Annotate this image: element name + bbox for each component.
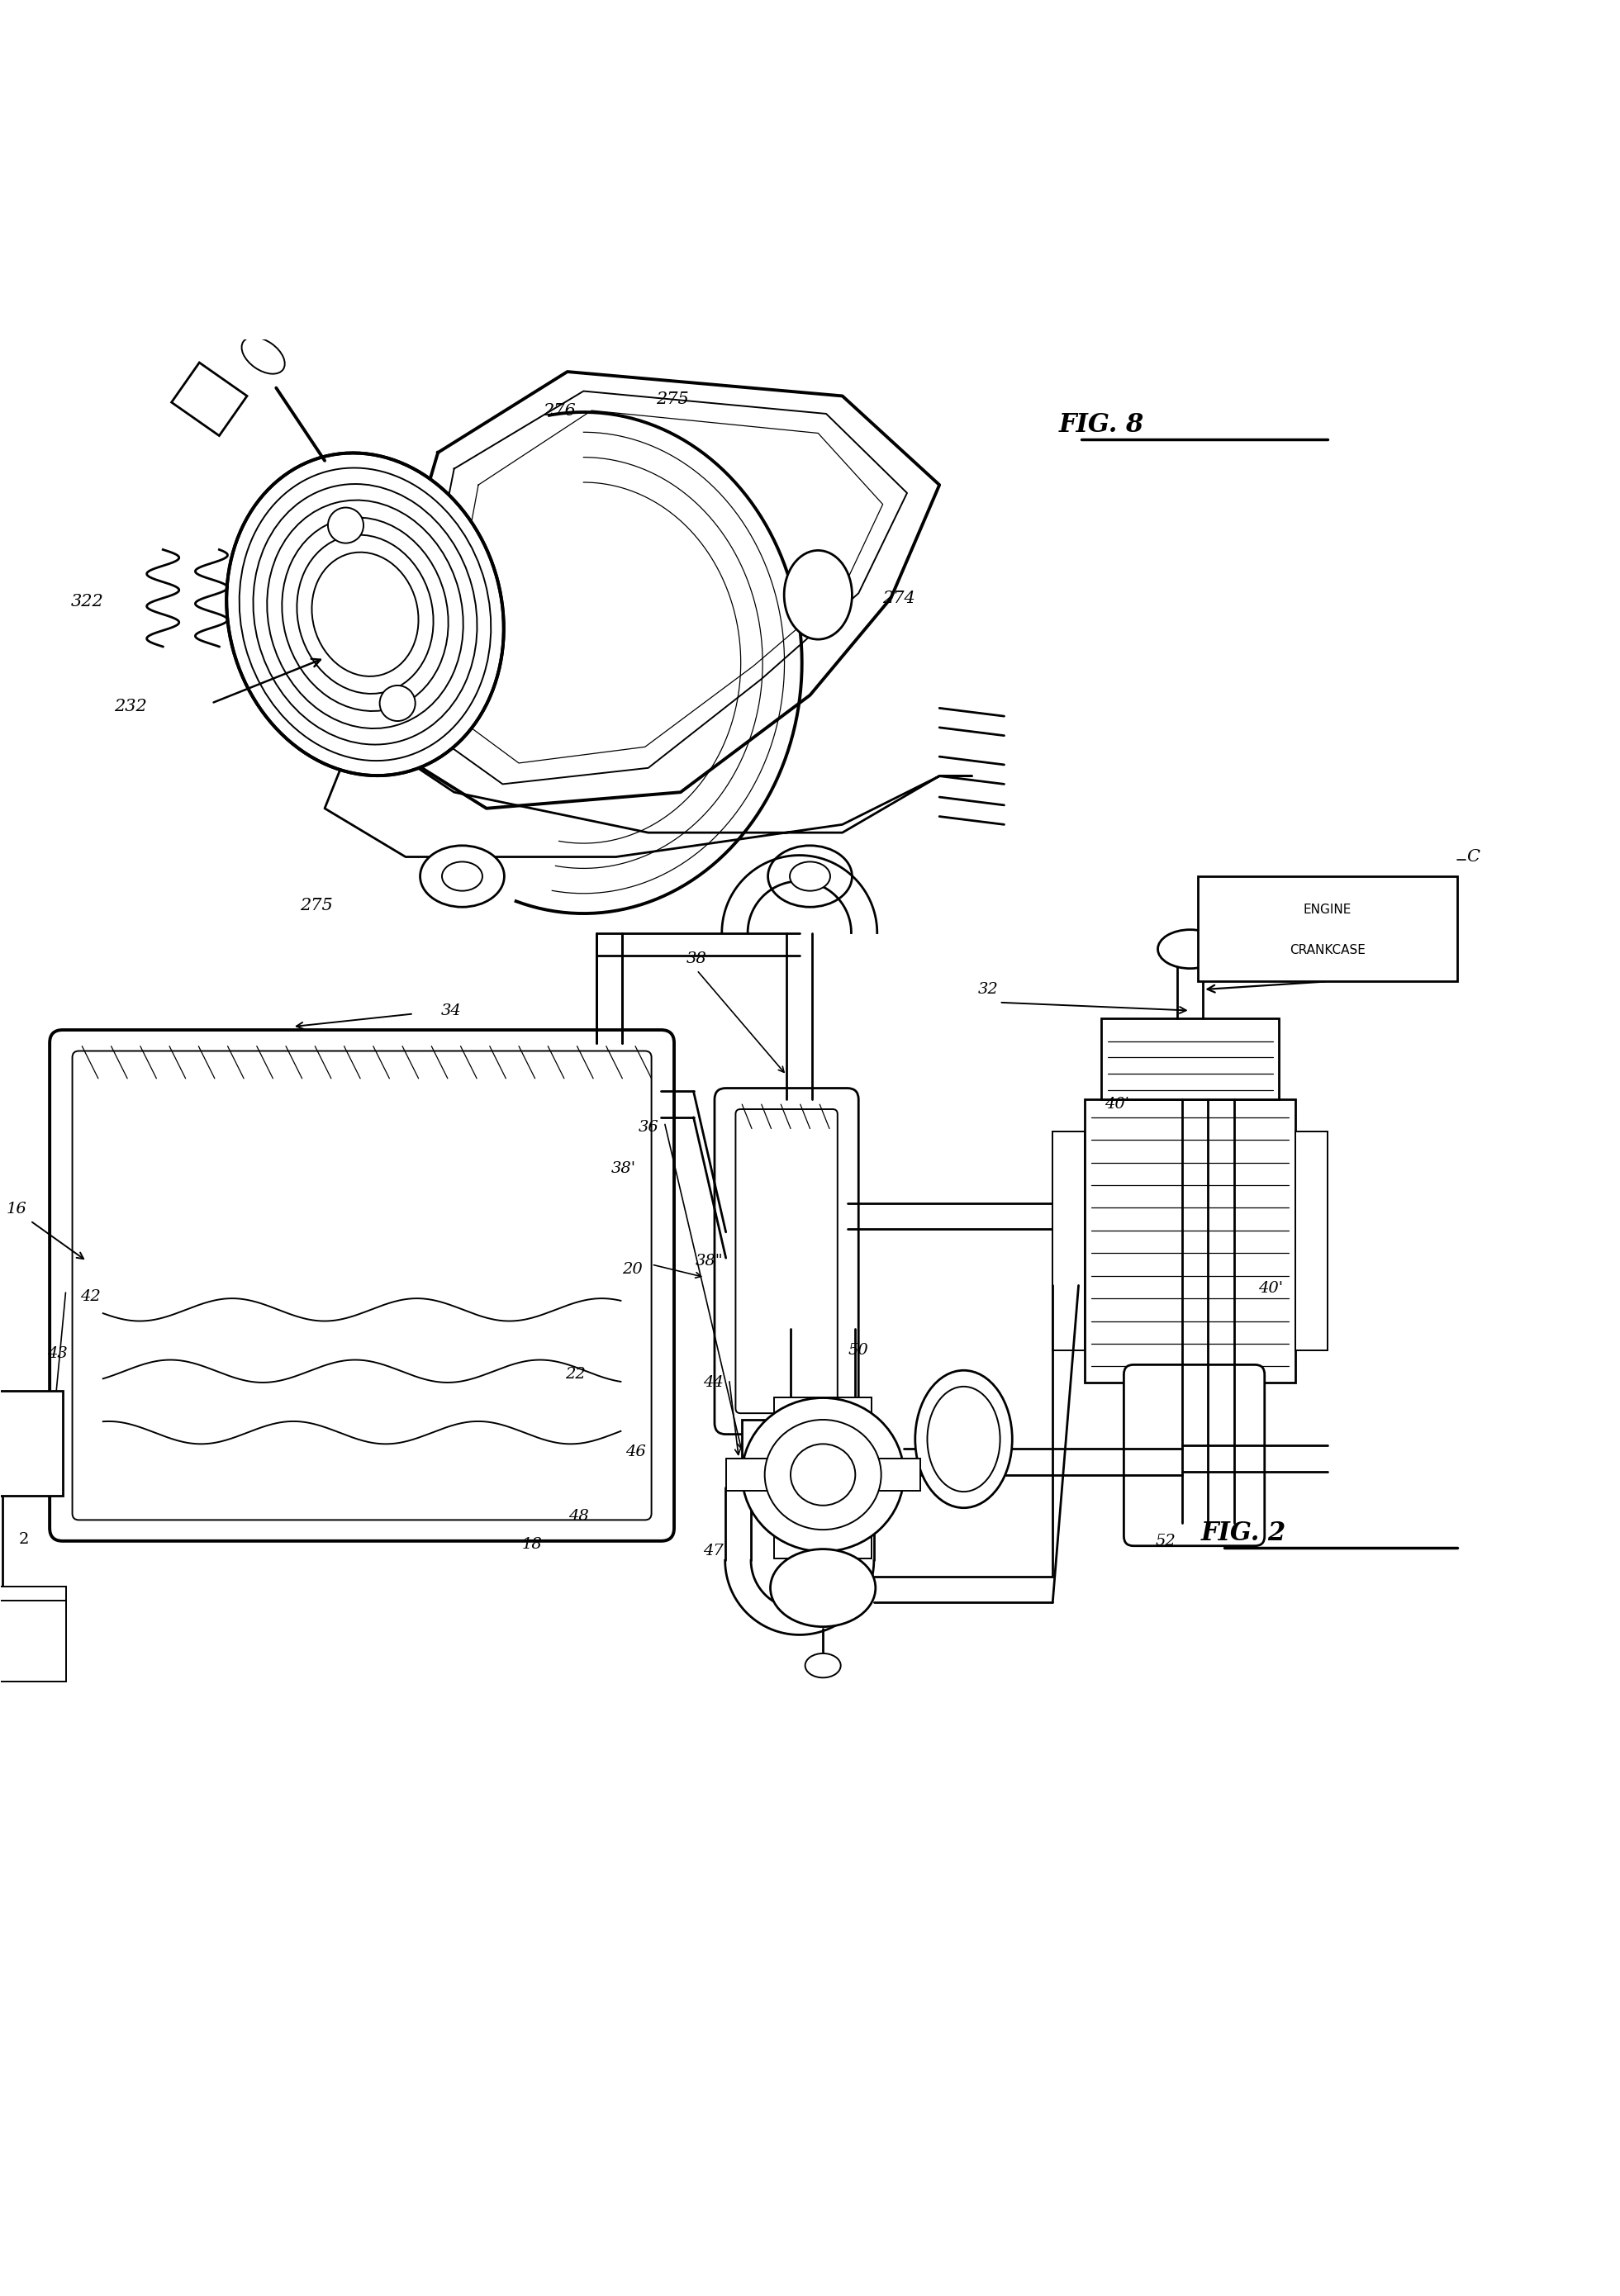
- Text: 275: 275: [656, 390, 688, 406]
- Ellipse shape: [241, 338, 285, 374]
- Bar: [1199, 877, 1456, 980]
- Text: 48: 48: [569, 1508, 590, 1525]
- FancyBboxPatch shape: [1124, 1364, 1265, 1545]
- Text: 16: 16: [6, 1203, 26, 1217]
- Text: 34: 34: [441, 1003, 462, 1017]
- Text: 47: 47: [703, 1543, 723, 1559]
- Text: 38": 38": [695, 1254, 724, 1270]
- Bar: [0, 1391, 63, 1495]
- Bar: [742, 1419, 831, 1486]
- Bar: [1085, 1100, 1296, 1382]
- Ellipse shape: [379, 687, 415, 721]
- Text: 40': 40': [1259, 1281, 1283, 1297]
- Text: 40': 40': [1105, 1097, 1129, 1111]
- Bar: [1053, 1132, 1085, 1350]
- Ellipse shape: [1158, 930, 1223, 969]
- Text: FIG. 2: FIG. 2: [1200, 1520, 1286, 1545]
- Ellipse shape: [768, 845, 852, 907]
- Text: 50: 50: [849, 1343, 868, 1357]
- Ellipse shape: [420, 845, 504, 907]
- Text: 32: 32: [978, 983, 998, 996]
- Text: CRANKCASE: CRANKCASE: [1290, 944, 1366, 955]
- Text: 42: 42: [79, 1290, 100, 1304]
- Text: 22: 22: [565, 1366, 586, 1382]
- Bar: [0, 1600, 66, 1681]
- Text: 2: 2: [19, 1531, 29, 1548]
- Ellipse shape: [771, 1550, 875, 1628]
- Ellipse shape: [327, 507, 363, 544]
- Text: ENGINE: ENGINE: [1304, 905, 1351, 916]
- Text: 38: 38: [687, 951, 706, 967]
- Ellipse shape: [915, 1371, 1012, 1508]
- Ellipse shape: [227, 452, 504, 776]
- Text: 36: 36: [638, 1120, 658, 1134]
- Text: 232: 232: [113, 698, 147, 714]
- Ellipse shape: [742, 1398, 904, 1552]
- Text: 44: 44: [703, 1375, 723, 1389]
- Text: 20: 20: [622, 1263, 642, 1277]
- Ellipse shape: [805, 1653, 841, 1678]
- Bar: [774, 1396, 872, 1559]
- Bar: [0, 1587, 66, 1609]
- FancyBboxPatch shape: [50, 1031, 674, 1541]
- Bar: [726, 1458, 920, 1490]
- Ellipse shape: [791, 861, 829, 891]
- Ellipse shape: [791, 1444, 855, 1506]
- Text: C: C: [1466, 850, 1479, 866]
- Text: 52: 52: [1155, 1534, 1176, 1548]
- Text: 18: 18: [522, 1536, 543, 1552]
- Ellipse shape: [784, 551, 852, 638]
- FancyBboxPatch shape: [714, 1088, 859, 1435]
- Text: 322: 322: [70, 592, 104, 608]
- Text: 275: 275: [300, 898, 334, 914]
- Text: 274: 274: [883, 590, 915, 606]
- Text: 46: 46: [625, 1444, 645, 1460]
- Ellipse shape: [765, 1419, 881, 1529]
- Bar: [172, 363, 246, 436]
- Ellipse shape: [442, 861, 483, 891]
- Bar: [1102, 1019, 1280, 1100]
- Text: 43: 43: [47, 1345, 68, 1362]
- Text: 38': 38': [611, 1162, 637, 1176]
- Text: 276: 276: [543, 402, 575, 418]
- Bar: [1296, 1132, 1328, 1350]
- Text: FIG. 8: FIG. 8: [1058, 413, 1144, 439]
